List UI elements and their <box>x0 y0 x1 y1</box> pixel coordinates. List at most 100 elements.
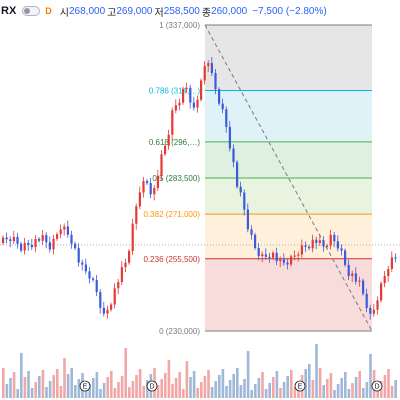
candle-body <box>128 251 131 263</box>
candle-body <box>117 282 120 289</box>
fib-level-label: 0.786 (314,…) <box>149 86 200 95</box>
candle-body <box>27 242 30 246</box>
candle-body <box>66 226 69 235</box>
volume-bar <box>164 373 167 398</box>
volume-bar <box>45 387 48 398</box>
candle-body <box>243 192 246 210</box>
volume-bar <box>383 375 387 398</box>
change-value: −7,500 (−2.80%) <box>252 5 327 17</box>
earnings-marker-letter: E <box>83 384 88 391</box>
volume-bar <box>196 388 199 398</box>
volume-bar <box>394 380 397 398</box>
candle-body <box>95 279 98 293</box>
fib-band <box>205 214 372 259</box>
volume-bar <box>272 377 275 398</box>
candle-body <box>311 239 314 249</box>
volume-bar <box>315 344 318 398</box>
fib-level-label: 0.5 (283,500) <box>152 174 200 183</box>
candle-body <box>88 271 91 279</box>
candle-body <box>210 63 213 73</box>
volume-bar <box>189 377 192 398</box>
visibility-toggle-icon[interactable] <box>22 6 41 16</box>
candle-body <box>308 246 311 249</box>
candle-body <box>329 234 332 246</box>
candle-body <box>336 241 339 249</box>
volume-bar <box>207 370 210 398</box>
candle-body <box>142 181 145 193</box>
candle-body <box>218 89 221 104</box>
fib-band <box>205 90 372 142</box>
volume-bar <box>380 381 383 398</box>
fib-band <box>205 258 372 331</box>
candle-body <box>189 87 192 103</box>
candle-body <box>56 234 59 239</box>
candle-body <box>261 254 264 257</box>
low-value: 258,500 <box>163 5 200 17</box>
candle-body <box>221 103 224 110</box>
dividend-marker[interactable] <box>146 380 158 392</box>
volume-bar <box>318 368 322 398</box>
volume-bar <box>257 378 261 398</box>
candle-body <box>290 256 293 265</box>
volume-bar <box>347 389 351 398</box>
volume-bar <box>390 386 394 398</box>
candle-body <box>203 66 206 81</box>
volume-bar <box>282 382 286 398</box>
candle-body <box>326 245 329 247</box>
volume-bar <box>236 368 239 398</box>
candle-body <box>106 309 109 314</box>
candle-body <box>272 252 275 258</box>
candle-body <box>279 259 282 262</box>
volume-bar <box>264 389 268 398</box>
volume-bar <box>160 379 163 398</box>
high-label: 고 <box>107 7 117 19</box>
volume-bar <box>311 380 315 398</box>
candle-body <box>246 209 249 230</box>
fib-level-label: 0 (230,000) <box>159 327 200 336</box>
volume-bar <box>340 378 343 398</box>
volume-bar <box>66 374 70 398</box>
volume-bar <box>9 378 12 398</box>
candle-body <box>383 276 386 284</box>
candle-body <box>5 237 8 240</box>
volume-bar <box>254 384 257 398</box>
earnings-marker[interactable] <box>294 380 306 392</box>
volume-bar <box>192 371 196 398</box>
volume-bar <box>185 361 189 398</box>
volume-bar <box>12 372 16 398</box>
volume-bar <box>88 384 91 398</box>
volume-bar <box>2 368 5 398</box>
candle-body <box>239 186 242 193</box>
candle-body <box>59 229 62 235</box>
candle-body <box>376 300 379 310</box>
fib-band <box>205 178 372 215</box>
candle-body <box>171 110 174 135</box>
close-label: 종 <box>201 7 212 19</box>
earnings-marker[interactable] <box>79 380 91 392</box>
candle-body <box>268 256 271 258</box>
volume-bar <box>239 385 243 398</box>
dividend-marker[interactable] <box>371 380 383 392</box>
candle-body <box>164 145 167 155</box>
volume-bar <box>110 371 113 398</box>
interval-label[interactable]: D <box>45 6 52 16</box>
candle-body <box>92 278 95 280</box>
volume-bar <box>146 380 149 398</box>
volume-bar <box>376 387 379 398</box>
volume-bar <box>16 389 19 398</box>
volume-bar <box>120 376 124 398</box>
volume-bar <box>387 369 390 398</box>
dividend-marker-letter: D <box>149 384 154 391</box>
symbol-name[interactable]: RX <box>1 5 17 17</box>
volume-bar <box>268 383 271 398</box>
volume-bar <box>59 386 63 398</box>
candle-body <box>9 239 12 242</box>
volume-bar <box>293 387 297 398</box>
volume-bar <box>102 383 106 398</box>
volume-bar <box>156 385 160 398</box>
volume-bar <box>131 381 135 398</box>
volume-bar <box>218 375 221 398</box>
volume-bar <box>84 390 88 398</box>
volume-bar <box>326 379 329 398</box>
